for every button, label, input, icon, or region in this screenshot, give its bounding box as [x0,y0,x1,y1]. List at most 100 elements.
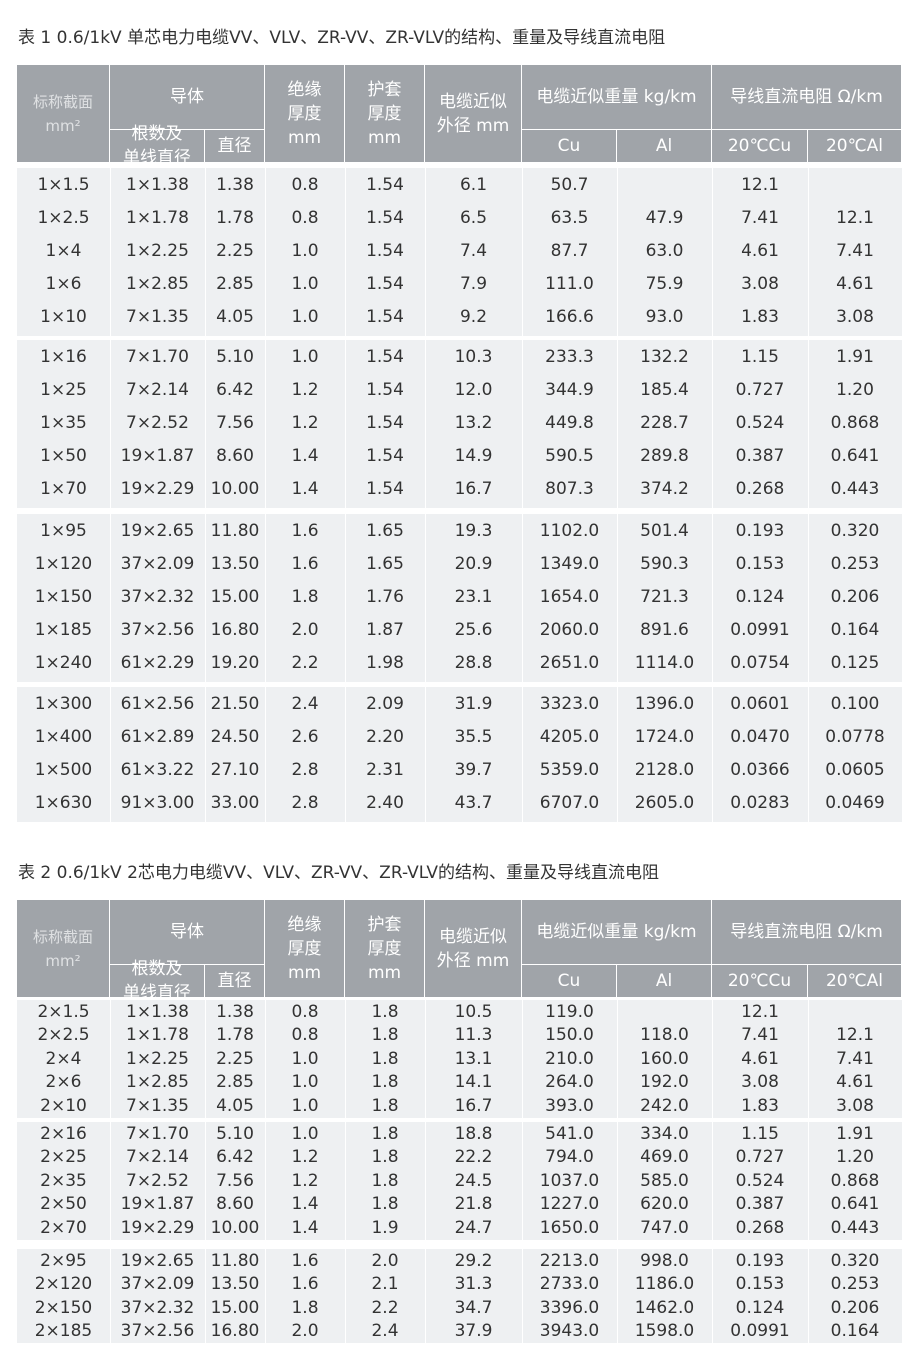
cell-text: 0.153 [735,1274,785,1295]
cell-text: 绝缘 [287,914,322,935]
cell-text: 0.8 [291,1001,319,1022]
data-cell: 1×2.25 [110,1047,205,1071]
cell-text: 0.153 [735,553,785,574]
data-cell: 2.2 [265,646,345,679]
data-cell: 12.1 [808,1024,902,1048]
cell-text: 585.0 [640,1170,689,1191]
cell-text: 5359.0 [539,759,600,780]
cell-text: 210.0 [545,1048,594,1069]
data-cell: 1.4 [265,1193,345,1217]
cell-text: 1.2 [291,1170,319,1191]
column-divider [808,340,809,508]
cell-text: 1349.0 [539,553,600,574]
cell-text: 16.80 [210,1321,260,1342]
data-cell: 160.0 [617,1047,712,1071]
column-divider [110,340,111,508]
cell-text: 998.0 [640,1250,689,1271]
data-cell: 10.5 [425,1000,522,1024]
data-cell: 1598.0 [617,1320,712,1344]
data-cell: 0.124 [712,1296,808,1320]
cell-text: 0.8 [291,174,319,195]
column-divider [345,340,346,508]
data-cell: 39.7 [425,753,522,786]
data-cell: 0.320 [808,1249,902,1273]
cell-text: 1650.0 [539,1217,600,1238]
table-title: 表 1 0.6/1kV 单芯电力电缆VV、VLV、ZR-VV、ZR-VLV的结构… [18,28,666,48]
data-cell: 1.65 [345,514,425,547]
cell-text: 61×2.89 [120,726,195,747]
data-cell: 1.98 [345,646,425,679]
cell-text: 1.54 [366,240,404,261]
cell-text: 12.0 [454,379,493,400]
cell-text: 0.387 [735,1194,785,1215]
cell-text: 1227.0 [539,1194,600,1215]
cell-text: 2060.0 [539,619,600,640]
data-cell: 1654.0 [522,580,617,613]
cell-text: 4.05 [216,306,254,327]
cell-text: 242.0 [640,1095,689,1116]
cell-text: 3943.0 [539,1321,600,1342]
data-cell: 2.40 [345,786,425,819]
header-cell: Cu [522,965,617,998]
cell-text: 0.0601 [730,693,790,714]
cell-text: 单线直径 [123,148,191,168]
data-cell: 2.4 [345,1320,425,1344]
data-cell: 37.9 [425,1320,522,1344]
data-cell: 3.08 [808,300,902,333]
data-cell: 1.2 [265,1169,345,1193]
cell-text: 2×50 [40,1194,87,1215]
data-cell: 807.3 [522,472,617,505]
cell-text: 228.7 [640,412,689,433]
data-cell: 7×1.35 [110,300,205,333]
header-cell: 电缆近似重量 kg/km [522,900,712,965]
data-cell: 11.80 [205,514,265,547]
cell-text: 2605.0 [634,792,695,813]
data-cell: 5.10 [205,1122,265,1146]
cell-text: 7×2.52 [126,1170,189,1191]
data-cell: 585.0 [617,1169,712,1193]
cell-text: 1×500 [34,759,93,780]
cell-text: 1×2.25 [126,240,189,261]
column-divider [345,1249,346,1343]
cell-text: 1×35 [40,412,87,433]
cell-text: 721.3 [640,586,689,607]
data-cell: 233.3 [522,340,617,373]
cell-text: 93.0 [645,306,684,327]
cell-text: 0.443 [830,478,880,499]
cell-text: 111.0 [545,273,594,294]
cell-text: 7.56 [216,412,254,433]
cell-text: 2×70 [40,1217,87,1238]
cell-text: 334.0 [640,1123,689,1144]
data-cell: 1.4 [265,1216,345,1240]
cell-text: 0.0605 [825,759,885,780]
cell-text: 0.727 [735,379,785,400]
cell-text: mm [287,962,322,983]
cell-text: 344.9 [545,379,594,400]
cell-text: 1.8 [371,1123,399,1144]
cell-text: 22.2 [454,1147,493,1168]
cell-text: 1.98 [366,652,404,673]
data-cell: 7.41 [808,234,902,267]
cell-text: 1.2 [291,1147,319,1168]
cell-text: 13.50 [210,553,260,574]
data-cell: 2.09 [345,687,425,720]
column-divider [808,687,809,822]
cell-text: 13.50 [210,1274,260,1295]
header-cell: 20℃Al [808,965,902,998]
group-background [17,168,902,336]
cell-text: 1×150 [34,586,93,607]
data-cell: 5.10 [205,340,265,373]
cell-text: 7×1.70 [126,1123,189,1144]
column-divider [522,687,523,822]
cell-text: 7.9 [459,273,488,294]
cell-text: 2.40 [366,792,404,813]
data-cell: 1.87 [345,613,425,646]
header-cell: 标称截面 mm² [17,65,110,163]
cell-text: 1.65 [366,553,404,574]
data-cell: 0.193 [712,514,808,547]
data-cell: 590.3 [617,547,712,580]
cell-text: 3.08 [836,1095,874,1116]
data-cell: 1.0 [265,267,345,300]
cell-text: 外径 mm [436,115,510,136]
